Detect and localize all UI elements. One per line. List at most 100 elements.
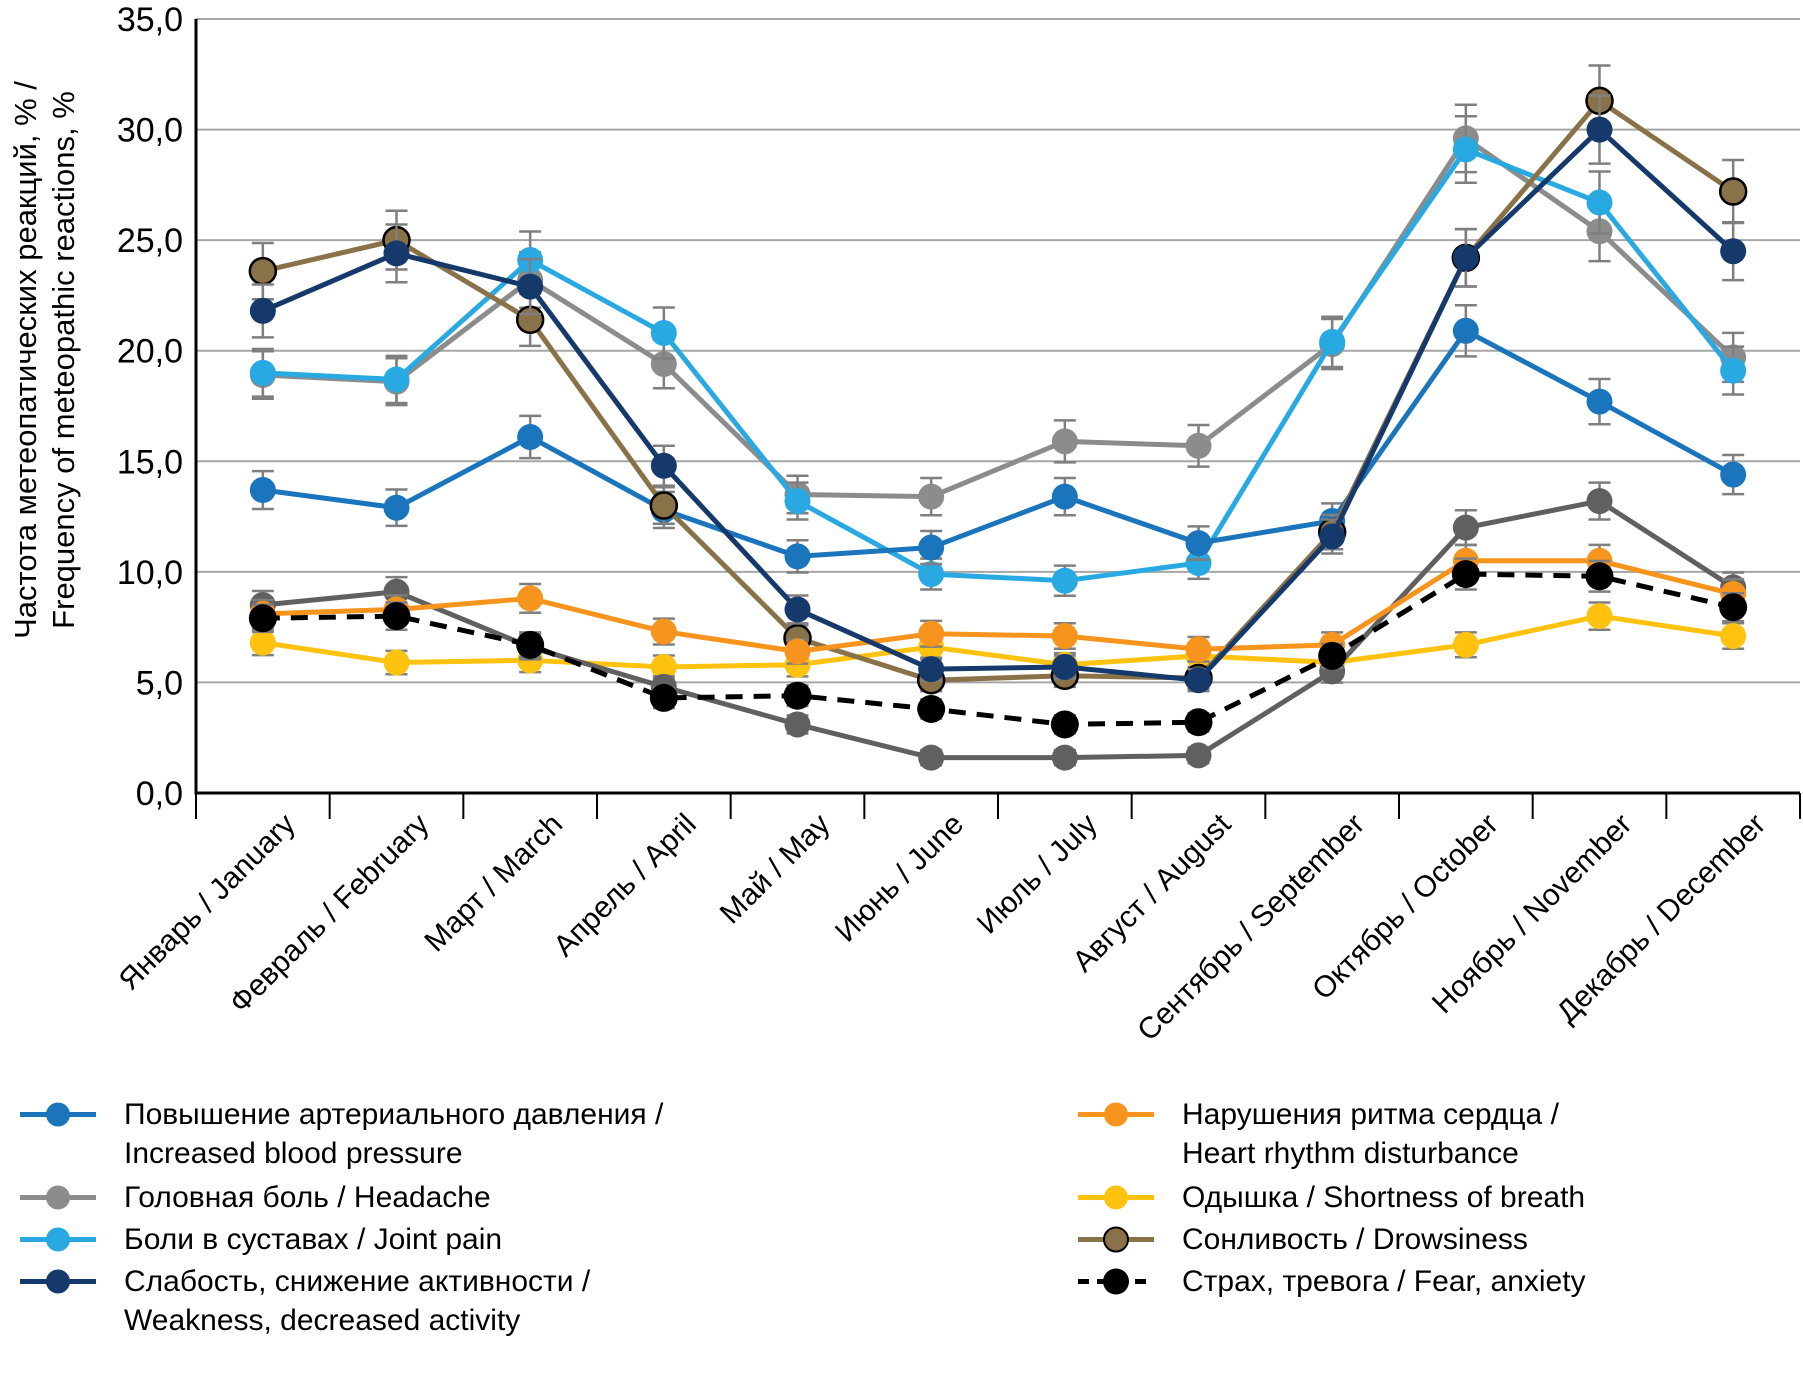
marker-shortness-of-breath (1586, 603, 1613, 630)
marker-joint-pain (1586, 189, 1613, 216)
legend-item-shortness-of-breath: Одышка / Shortness of breath (1076, 1178, 1585, 1217)
series-line-unlabeled-dark-gray (262, 498, 1735, 761)
marker-increased-blood-pressure (383, 494, 410, 521)
marker-heart-rhythm (1185, 636, 1212, 663)
marker-increased-blood-pressure (1452, 317, 1479, 344)
marker-fear-anxiety (917, 694, 946, 723)
y-tick-label: 20,0 (117, 333, 183, 371)
y-tick-label: 15,0 (117, 443, 183, 481)
legend-item-drowsiness: Сонливость / Drowsiness (1076, 1220, 1528, 1259)
x-category-label: Март / March (418, 808, 569, 959)
marker-fear-anxiety (1719, 593, 1748, 622)
drowsiness-legend-marker-icon (1076, 1220, 1156, 1259)
series-unlabeled-dark-gray (249, 481, 1747, 771)
marker-fear-anxiety (1451, 560, 1480, 589)
marker-increased-blood-pressure (249, 477, 276, 504)
series-weakness (249, 94, 1747, 694)
y-tick-label: 10,0 (117, 554, 183, 592)
y-tick-label: 35,0 (117, 1, 183, 39)
increased-blood-pressure-legend-marker-icon (18, 1095, 98, 1134)
marker-joint-pain (784, 488, 811, 515)
marker-increased-blood-pressure (1720, 461, 1747, 488)
marker-fear-anxiety (516, 630, 545, 659)
marker-shortness-of-breath (383, 649, 410, 676)
marker-heart-rhythm (1051, 622, 1078, 649)
joint-pain-legend-marker-icon (18, 1220, 98, 1259)
marker-fear-anxiety (783, 681, 812, 710)
marker-shortness-of-breath (650, 653, 677, 680)
marker-weakness (1319, 523, 1346, 550)
drowsiness-legend-icon (1078, 1226, 1154, 1253)
marker-unlabeled-dark-gray (1586, 488, 1613, 515)
marker-increased-blood-pressure (1051, 483, 1078, 510)
marker-unlabeled-dark-gray (1452, 514, 1479, 541)
marker-fear-anxiety (382, 602, 411, 631)
legend-label-headache: Головная боль / Headache (124, 1181, 491, 1214)
marker-fear-anxiety (248, 604, 277, 633)
weakness-legend-icon (20, 1269, 96, 1294)
marker-weakness (1452, 244, 1479, 271)
series-line-heart-rhythm (262, 558, 1734, 654)
marker-heart-rhythm (517, 585, 544, 612)
weakness-legend-marker-icon (18, 1262, 98, 1301)
marker-joint-pain (1185, 550, 1212, 577)
marker-headache (1185, 432, 1212, 459)
fear-anxiety-legend-icon (1078, 1268, 1154, 1295)
marker-joint-pain (918, 561, 945, 588)
y-tick-label: 5,0 (136, 664, 183, 702)
x-category-label: Июнь / June (829, 808, 970, 949)
y-tick-label: 30,0 (117, 112, 183, 150)
y-axis-title-line2: Frequency of meteopathic reactions, % (46, 91, 81, 629)
legend-label-increased-blood-pressure: Повышение артериального давления / Increa… (124, 1098, 664, 1170)
series-line-headache (262, 135, 1735, 500)
marker-fear-anxiety (1318, 641, 1347, 670)
marker-weakness (650, 452, 677, 479)
marker-increased-blood-pressure (918, 534, 945, 561)
marker-fear-anxiety (1585, 562, 1614, 591)
legend-item-weakness: Слабость, снижение активности / Weakness,… (18, 1262, 590, 1340)
increased-blood-pressure-legend-icon (20, 1102, 96, 1127)
marker-fear-anxiety (1184, 708, 1213, 737)
joint-pain-legend-icon (20, 1227, 96, 1252)
series-line-shortness-of-breath (262, 613, 1734, 670)
series-line-increased-blood-pressure (262, 328, 1735, 559)
marker-joint-pain (650, 320, 677, 347)
series-fear-anxiety (248, 557, 1748, 739)
marker-increased-blood-pressure (784, 543, 811, 570)
marker-shortness-of-breath (1452, 631, 1479, 658)
marker-headache (918, 483, 945, 510)
headache-legend-marker-icon (18, 1178, 98, 1217)
y-tick-label: 0,0 (136, 775, 183, 813)
marker-joint-pain (1051, 567, 1078, 594)
shortness-of-breath-legend-icon (1078, 1185, 1154, 1210)
marker-increased-blood-pressure (517, 423, 544, 450)
marker-shortness-of-breath (1720, 622, 1747, 649)
legend-item-headache: Головная боль / Headache (18, 1178, 491, 1217)
marker-drowsiness (649, 491, 679, 520)
series-line-weakness (261, 127, 1735, 683)
y-axis-title-line1: Частота метеопатических реакций, % / (8, 81, 43, 639)
legend-label-fear-anxiety: Страх, тревога / Fear, anxiety (1182, 1265, 1586, 1298)
marker-weakness (383, 240, 410, 267)
legend-item-fear-anxiety: Страх, тревога / Fear, anxiety (1076, 1262, 1586, 1301)
series-line-fear-anxiety (262, 571, 1734, 727)
marker-drowsiness (1718, 177, 1748, 206)
marker-fear-anxiety (649, 683, 678, 712)
marker-weakness (918, 656, 945, 683)
x-category-label: Июль / July (971, 808, 1104, 941)
heart-rhythm-legend-icon (1078, 1102, 1154, 1127)
series-increased-blood-pressure (249, 303, 1747, 574)
marker-joint-pain (383, 366, 410, 393)
series-drowsiness (248, 64, 1748, 695)
heart-rhythm-legend-marker-icon (1076, 1095, 1156, 1134)
marker-unlabeled-dark-gray (784, 711, 811, 738)
legend-label-shortness-of-breath: Одышка / Shortness of breath (1182, 1181, 1586, 1214)
fear-anxiety-legend-marker-icon (1076, 1262, 1156, 1301)
series-line-drowsiness (262, 98, 1735, 683)
y-tick-label: 25,0 (117, 222, 183, 260)
x-category-label: Май / May (714, 808, 837, 931)
marker-joint-pain (1720, 357, 1747, 384)
marker-weakness (249, 297, 276, 324)
x-category-label: Сентябрь / September (1131, 808, 1371, 1048)
